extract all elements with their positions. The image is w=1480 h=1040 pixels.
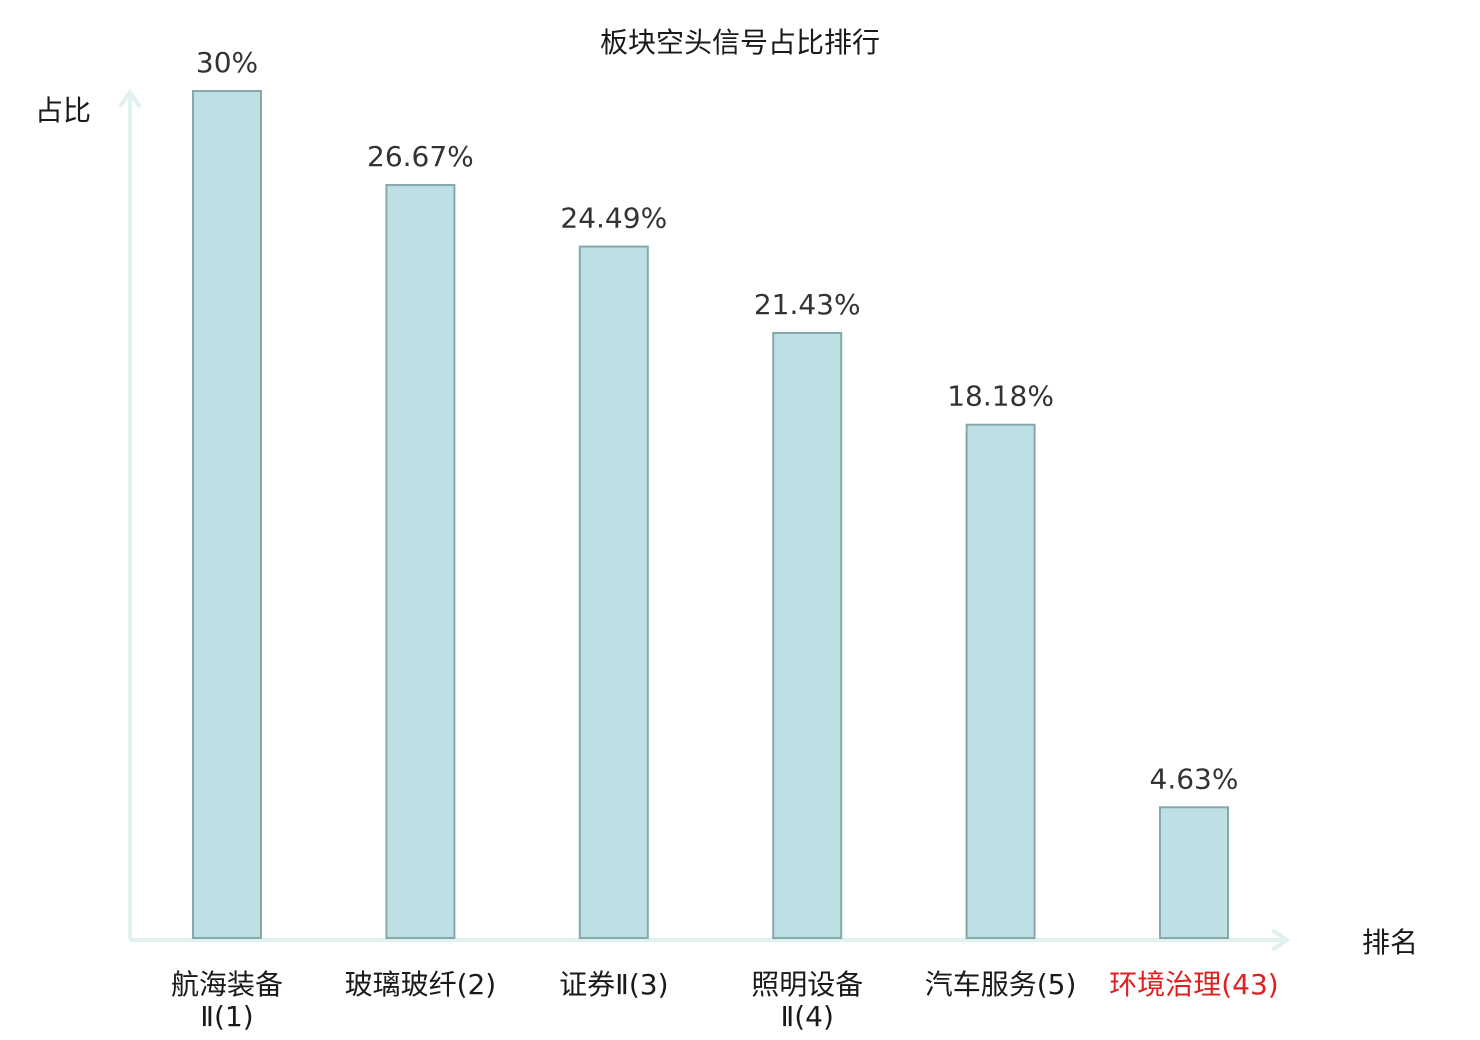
category-label-4: 照明设备 Ⅱ(4) [751, 968, 863, 1033]
category-label-5: 汽车服务(5) [925, 968, 1077, 1001]
value-label-4: 21.43% [754, 288, 861, 321]
chart-title: 板块空头信号占比排行 [600, 26, 880, 59]
value-labels-group: 30% 26.67% 24.49% 21.43% 18.18% 4.63% [196, 46, 1239, 795]
x-axis-label: 排名 [1362, 926, 1418, 959]
category-label-2: 玻璃玻纤(2) [345, 968, 497, 1001]
value-label-5: 18.18% [947, 380, 1054, 413]
category-label-line: 环境治理(43) [1109, 968, 1278, 1001]
category-label-6: 环境治理(43) [1109, 968, 1278, 1001]
category-label-line: 航海装备 [171, 968, 283, 1001]
category-label-line: Ⅱ(1) [200, 1000, 253, 1033]
bar-3 [578, 245, 649, 939]
category-label-3: 证券Ⅱ(3) [559, 968, 668, 1001]
category-label-line: Ⅱ(4) [780, 1000, 833, 1033]
category-label-line: 证券Ⅱ(3) [559, 968, 668, 1001]
value-label-2: 26.67% [367, 140, 474, 173]
bar-4 [772, 331, 843, 939]
value-label-1: 30% [196, 46, 258, 79]
y-axis-label: 占比 [35, 94, 91, 127]
y-axis-arrow [118, 88, 142, 109]
bar-6 [1159, 806, 1229, 939]
category-label-line: 照明设备 [751, 968, 863, 1001]
bars-group [192, 90, 1229, 939]
category-label-line: 玻璃玻纤(2) [345, 968, 497, 1001]
category-label-line: 汽车服务(5) [925, 968, 1077, 1001]
category-labels-group: 航海装备 Ⅱ(1) 玻璃玻纤(2) 证券Ⅱ(3) 照明设备 Ⅱ(4) 汽车服务(5) 环境治理… [171, 968, 1279, 1033]
x-axis-arrow [1270, 928, 1291, 952]
bar-2 [385, 184, 456, 939]
value-label-6: 4.63% [1150, 762, 1239, 795]
category-label-1: 航海装备 Ⅱ(1) [171, 968, 283, 1033]
bar-1 [192, 90, 262, 939]
bar-5 [965, 423, 1036, 939]
value-label-3: 24.49% [560, 202, 667, 235]
